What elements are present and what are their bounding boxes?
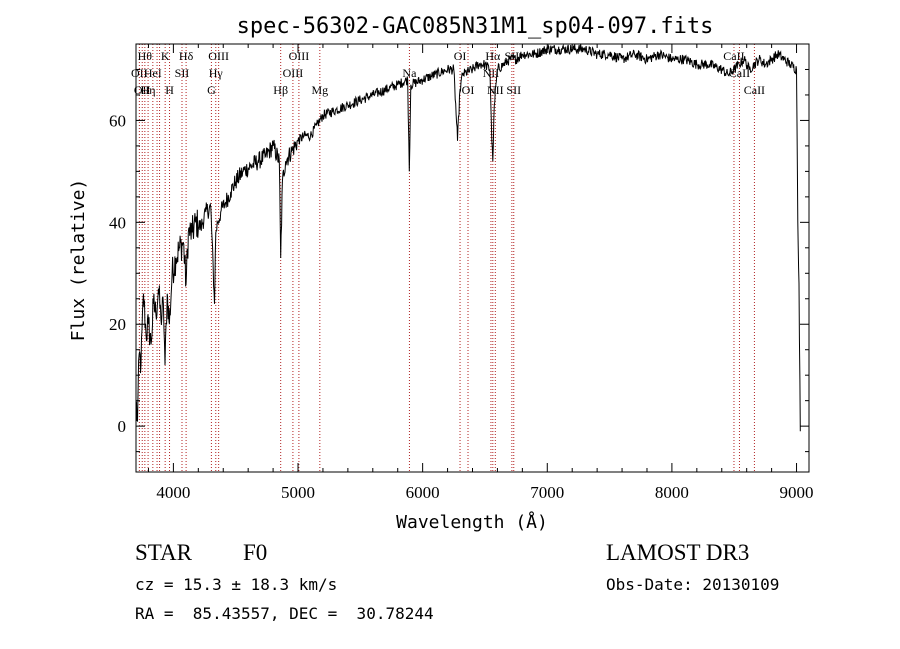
plot-frame — [135, 43, 810, 473]
line-marker-label: Mg — [311, 83, 328, 97]
x-tick-label: 4000 — [156, 483, 190, 502]
line-marker-label: H — [165, 83, 174, 97]
line-marker-label: HeI — [144, 66, 162, 80]
y-tick-label: 20 — [109, 315, 126, 334]
x-tick-label: 6000 — [406, 483, 440, 502]
line-marker-label: Hγ — [209, 66, 224, 80]
object-class: STAR — [135, 540, 192, 565]
line-marker-label: Hα — [485, 49, 501, 63]
y-tick-label: 40 — [109, 213, 126, 232]
line-marker-label: SII — [175, 66, 190, 80]
redshift-cz: cz = 15.3 ± 18.3 km/s — [135, 575, 338, 594]
coordinates: RA = 85.43557, DEC = 30.78244 — [135, 604, 434, 623]
line-marker-layer: OIIOIIHθHηHeIKHSIIHδGHγOIIIHβOIIIOIIIMgN… — [131, 44, 765, 472]
chart-title: spec-56302-GAC085N31M1_sp04-097.fits — [237, 14, 714, 39]
line-marker-label: OII — [134, 83, 151, 97]
y-tick-label: 60 — [109, 111, 126, 130]
object-subclass: F0 — [243, 540, 268, 565]
line-marker-label: SII — [506, 83, 521, 97]
series-layer — [135, 43, 801, 432]
line-marker-label: G — [207, 83, 216, 97]
line-marker-label: Hθ — [138, 49, 153, 63]
axis-layer: 4000 5000 6000 7000 8000 9000 0 20 40 60 — [109, 44, 814, 502]
x-axis-label: Wavelength (Å) — [396, 511, 548, 533]
line-marker-label: CaII — [744, 83, 765, 97]
y-axis-label: Flux (relative) — [68, 179, 89, 342]
line-marker-label: OI — [462, 83, 475, 97]
series-line-0 — [135, 43, 801, 432]
survey-name: LAMOST DR3 — [606, 540, 750, 565]
y-tick-label: 0 — [118, 417, 127, 436]
line-marker-label: OIII — [208, 49, 229, 63]
x-tick-label: 8000 — [655, 483, 689, 502]
obs-date: Obs-Date: 20130109 — [606, 575, 780, 594]
line-marker-label: K — [161, 49, 170, 63]
line-marker-label: Hδ — [179, 49, 194, 63]
line-marker-label: Na — [402, 66, 417, 80]
line-marker-label: OIII — [283, 66, 304, 80]
line-marker-label: OI — [454, 49, 467, 63]
x-tick-label: 7000 — [530, 483, 564, 502]
line-marker-label: OIII — [289, 49, 310, 63]
line-marker-label: Hη — [141, 83, 156, 97]
x-tick-label: 9000 — [780, 483, 814, 502]
line-marker-label: OII — [131, 66, 148, 80]
x-tick-label: 5000 — [281, 483, 315, 502]
line-marker-label: Hβ — [273, 83, 288, 97]
